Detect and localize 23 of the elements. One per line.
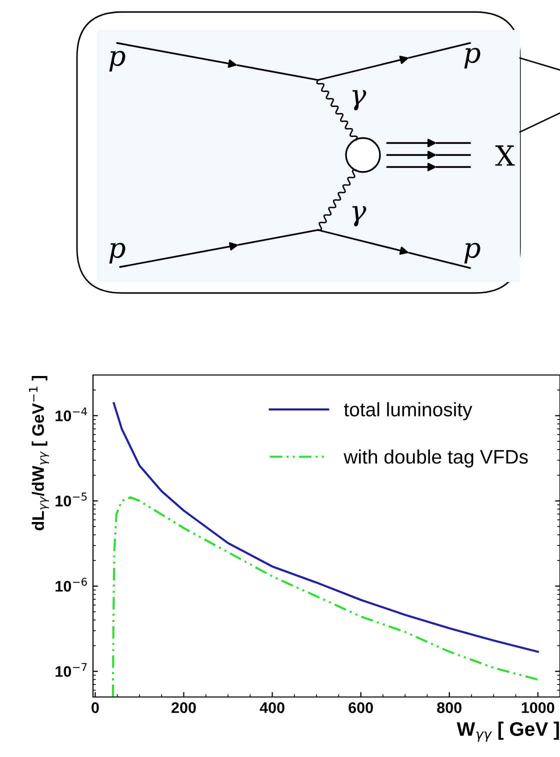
x-tick-label: 0 — [92, 702, 99, 714]
legend-label: total luminosity — [344, 402, 472, 420]
y-tick-label: 10$^{−6}$ — [56, 578, 87, 592]
line-series — [112, 402, 539, 653]
x-tick-label: 600 — [348, 702, 373, 714]
text: X — [495, 145, 515, 166]
x-tick-label: 400 — [260, 702, 284, 714]
text: γ — [352, 90, 366, 110]
text: p — [464, 242, 480, 264]
text: p — [464, 48, 480, 68]
x-axis-title: W$_{γγ}$ [ GeV ] — [456, 722, 559, 742]
line-series — [112, 496, 539, 697]
x-tick-label: 200 — [172, 702, 196, 714]
y-tick-label: 10$^{−5}$ — [56, 492, 87, 506]
y-tick-label: 10$^{−4}$ — [56, 407, 87, 422]
text: p — [109, 242, 126, 264]
y-tick-label: 10$^{−7}$ — [56, 663, 87, 677]
x-tick-label: 800 — [437, 702, 462, 714]
text: p — [109, 50, 126, 72]
y-axis-title: dL$_{γγ}$/dW$_{γγ}$ [ GeV$^{−1}$ ] — [28, 376, 50, 530]
x-tick-label: 1000 — [522, 702, 554, 714]
legend-label: with double tag VFDs — [344, 449, 528, 468]
text: γ — [352, 206, 366, 226]
